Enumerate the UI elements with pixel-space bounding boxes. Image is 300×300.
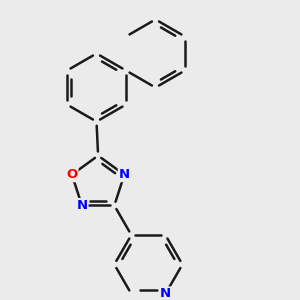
Text: N: N: [160, 287, 171, 300]
Text: O: O: [66, 168, 77, 181]
Text: N: N: [119, 168, 130, 181]
Text: N: N: [76, 199, 88, 212]
